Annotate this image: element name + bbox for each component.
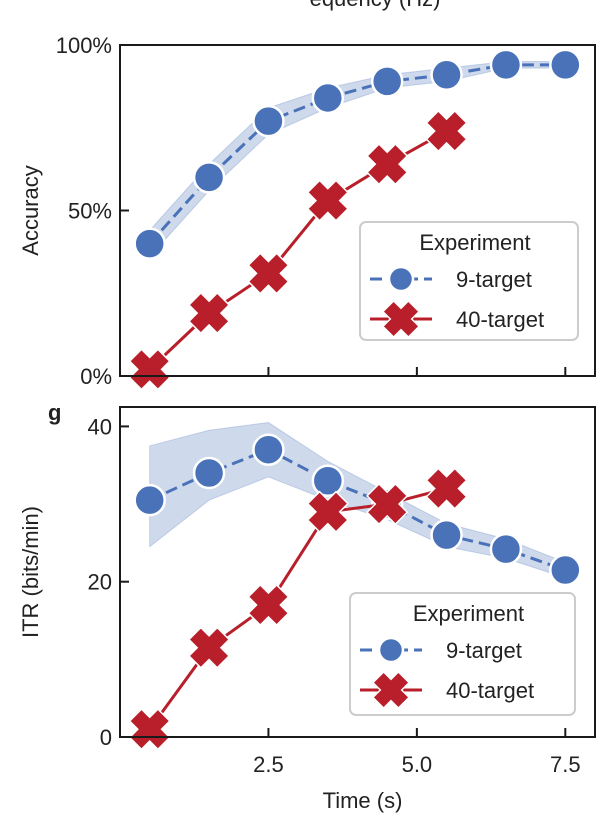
y-tick-label: 40	[88, 414, 112, 439]
data-point-40-target	[306, 179, 349, 222]
data-point-9-target	[430, 518, 463, 552]
itr-chart: 2.5 5.0 7.5 0 20 40 ITR (bits/min) Time (s) Expe…	[18, 406, 596, 813]
data-point-9-target	[192, 161, 226, 194]
data-point-9-target	[133, 227, 166, 260]
data-point-9-target	[192, 456, 226, 490]
y-tick-label: 100%	[56, 33, 112, 58]
data-point-40-target	[247, 583, 290, 627]
data-point-9-target	[549, 48, 582, 82]
data-point-9-target	[549, 553, 582, 587]
data-point-40-target	[187, 626, 231, 669]
legend-label-9-target: 9-target	[456, 267, 532, 292]
legend-marker-40-target	[381, 299, 421, 339]
data-point-40-target	[187, 291, 231, 335]
data-point-9-target	[489, 48, 523, 82]
legend-label-40-target: 40-target	[446, 678, 534, 703]
y-tick-label: 0%	[80, 364, 112, 389]
legend-title: Experiment	[419, 230, 530, 255]
data-point-9-target	[430, 58, 463, 92]
legend-title: Experiment	[413, 601, 524, 626]
panel-letter-g: g	[48, 400, 61, 425]
legend-marker-9-target	[387, 265, 415, 293]
data-point-9-target	[370, 65, 404, 98]
data-point-40-target	[128, 348, 171, 391]
data-point-9-target	[311, 464, 345, 498]
data-point-9-target	[489, 532, 523, 566]
data-point-9-target	[311, 81, 345, 115]
x-tick-label: 2.5	[253, 752, 284, 777]
y-tick-label: 50%	[68, 199, 112, 224]
legend: Experiment 9-target 40-target	[359, 221, 579, 341]
x-tick-label: 5.0	[402, 752, 433, 777]
data-point-40-target	[425, 109, 468, 153]
y-tick-label: 20	[88, 570, 112, 595]
y-axis-label: ITR (bits/min)	[18, 506, 43, 638]
data-point-40-target	[425, 467, 468, 510]
y-axis-label: Accuracy	[18, 165, 43, 255]
legend-label-40-target: 40-target	[456, 307, 544, 332]
data-point-40-target	[247, 252, 290, 295]
legend-label-9-target: 9-target	[446, 638, 522, 663]
y-tick-label: 0	[100, 725, 112, 750]
legend: Experiment 9-target 40-target	[349, 592, 576, 716]
data-point-9-target	[252, 433, 285, 466]
legend-marker-9-target	[377, 636, 405, 664]
data-point-40-target	[306, 490, 349, 533]
top-title-fragment: equency (Hz)	[310, 0, 441, 11]
data-point-40-target	[366, 482, 409, 526]
data-point-40-target	[366, 143, 409, 186]
accuracy-chart: 0% 50% 100% Accuracy Experiment 9-target 40-ta…	[18, 33, 596, 391]
x-tick-label: 7.5	[550, 752, 581, 777]
data-point-9-target	[252, 104, 285, 138]
plot-frame	[119, 406, 596, 738]
legend-marker-40-target	[371, 670, 411, 710]
data-point-40-target	[128, 708, 171, 751]
data-point-9-target	[133, 483, 166, 517]
x-axis-label: Time (s)	[323, 788, 403, 813]
